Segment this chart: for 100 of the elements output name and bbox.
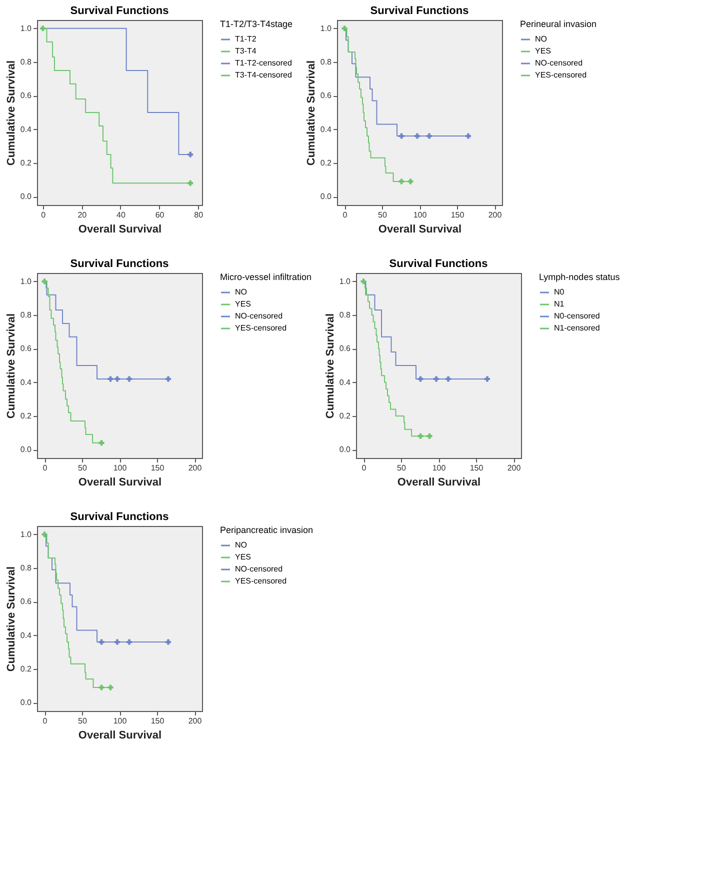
legend-title: Micro-vessel infiltration [220, 272, 312, 282]
y-axis-title: Cumulative Survival [5, 566, 18, 672]
chart-title: Survival Functions [70, 258, 169, 270]
x-tick-label: 0 [362, 464, 367, 472]
legend-title: Peripancreatic invasion [220, 525, 314, 535]
point [114, 376, 120, 382]
y-tick-label: 0.6 [20, 344, 32, 354]
y-tick-label: 0.4 [20, 630, 32, 640]
point [126, 376, 132, 382]
y-tick-label: 0.8 [20, 58, 32, 67]
y-tick-label: 0.8 [339, 310, 352, 320]
point [426, 133, 432, 139]
y-tick-label: 1.0 [20, 276, 32, 286]
y-tick-label: 0.0 [339, 445, 352, 454]
x-tick-label: 100 [432, 464, 446, 472]
legend-title: Lymph-nodes status [539, 272, 620, 282]
legend-label: NO-censored [535, 58, 583, 68]
legend-label: YES [535, 46, 552, 56]
x-tick-label: 80 [194, 210, 204, 220]
x-tick-label: 50 [78, 716, 88, 726]
legend-label: NO-censored [235, 564, 283, 574]
x-axis-title: Overall Survival [78, 476, 162, 488]
x-axis-title: Overall Survival [397, 476, 481, 488]
point [40, 26, 46, 32]
y-tick-label: 0.2 [320, 158, 332, 168]
x-axis-title: Overall Survival [378, 224, 462, 236]
y-tick-label: 1.0 [20, 530, 32, 539]
x-tick-label: 200 [507, 464, 522, 472]
legend-label: N1-censored [554, 324, 600, 332]
point [188, 180, 194, 186]
x-tick-label: 0 [42, 716, 48, 726]
legend-label: YES-censored [535, 70, 587, 80]
y-tick-label: 1.0 [20, 24, 32, 33]
point [484, 376, 490, 382]
y-tick-label: 0.0 [20, 445, 32, 454]
chart-title: Survival Functions [70, 5, 169, 17]
y-tick-label: 0.6 [20, 597, 32, 606]
x-tick-label: 0 [342, 210, 348, 220]
y-tick-label: 0.2 [20, 158, 32, 168]
x-tick-label: 150 [470, 464, 484, 472]
y-tick-label: 0.0 [20, 698, 32, 708]
y-tick-label: 0.0 [20, 192, 32, 202]
x-tick-label: 50 [378, 210, 388, 220]
y-tick-label: 0.8 [20, 310, 32, 320]
legend-label: N1 [554, 300, 565, 308]
chart-title: Survival Functions [389, 258, 488, 270]
point [414, 133, 420, 139]
x-tick-label: 40 [116, 210, 126, 220]
legend-label: NO [235, 288, 247, 296]
x-tick-label: 150 [450, 210, 465, 220]
y-tick-label: 1.0 [320, 24, 332, 33]
y-axis-title: Cumulative Survival [5, 60, 18, 166]
y-tick-label: 0.4 [20, 378, 32, 387]
x-tick-label: 0 [42, 464, 48, 472]
x-tick-label: 200 [188, 464, 202, 472]
legend-label: NO [235, 540, 247, 550]
y-tick-label: 0.4 [20, 124, 32, 134]
point [188, 152, 194, 158]
legend-label: YES [235, 552, 252, 562]
x-axis-title: Overall Survival [78, 224, 162, 236]
y-tick-label: 0.6 [339, 344, 352, 354]
y-tick-label: 1.0 [339, 276, 352, 286]
legend-label: T1-T2 [235, 34, 257, 44]
x-tick-label: 60 [155, 210, 165, 220]
y-tick-label: 0.2 [339, 411, 352, 420]
point [446, 376, 451, 382]
y-tick-label: 0.8 [20, 564, 32, 573]
point [466, 133, 471, 139]
y-tick-label: 0.6 [20, 91, 32, 100]
y-tick-label: 0.2 [20, 411, 32, 420]
legend-label: N0-censored [554, 312, 600, 320]
y-tick-label: 0.6 [320, 91, 332, 100]
x-tick-label: 0 [41, 210, 46, 220]
x-tick-label: 50 [397, 464, 406, 472]
y-axis-title: Cumulative Survival [305, 60, 318, 166]
y-axis-title: Cumulative Survival [5, 313, 18, 419]
x-axis-title: Overall Survival [78, 730, 162, 742]
chart-title: Survival Functions [70, 511, 169, 523]
x-tick-label: 200 [188, 716, 202, 726]
point [126, 639, 132, 645]
point [166, 376, 171, 382]
legend-label: YES-censored [235, 324, 287, 332]
legend-label: YES [235, 300, 252, 308]
x-tick-label: 100 [113, 464, 128, 472]
x-tick-label: 100 [113, 716, 128, 726]
point [166, 639, 171, 645]
legend-label: NO [535, 34, 547, 44]
y-tick-label: 0.2 [20, 664, 32, 674]
point [434, 376, 439, 382]
legend-label: T1-T2-censored [235, 58, 292, 68]
legend-label: N0 [554, 288, 565, 296]
point [114, 639, 120, 645]
chart-title: Survival Functions [370, 5, 469, 17]
y-tick-label: 0.0 [320, 192, 332, 202]
x-tick-label: 50 [78, 464, 88, 472]
y-tick-label: 0.4 [339, 378, 352, 387]
x-tick-label: 100 [413, 210, 428, 220]
x-tick-label: 150 [150, 464, 165, 472]
legend-title: T1-T2/T3-T4stage [220, 19, 293, 29]
x-tick-label: 150 [150, 716, 165, 726]
